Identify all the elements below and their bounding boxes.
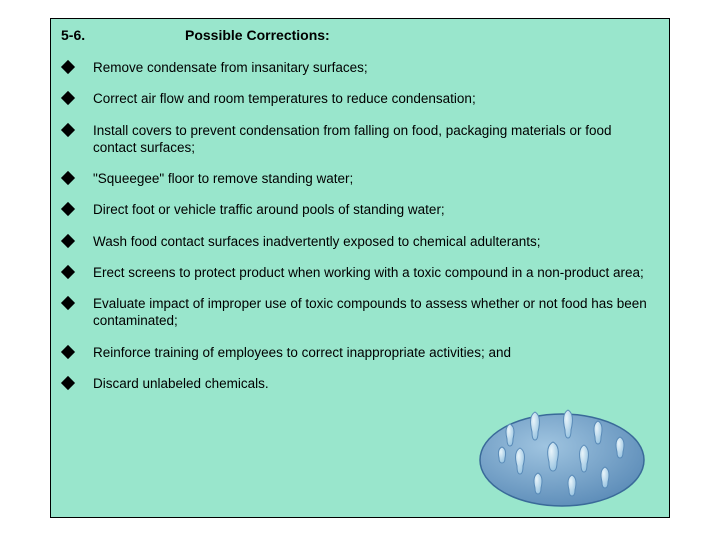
panel-title: Possible Corrections: bbox=[185, 27, 330, 43]
diamond-icon bbox=[61, 376, 75, 390]
item-text: Erect screens to protect product when wo… bbox=[93, 264, 653, 281]
diamond-icon bbox=[61, 60, 75, 74]
item-text: Correct air flow and room temperatures t… bbox=[93, 90, 653, 107]
item-text: Wash food contact surfaces inadvertently… bbox=[93, 233, 653, 250]
list-item: "Squeegee" floor to remove standing wate… bbox=[61, 170, 653, 187]
diamond-icon bbox=[61, 234, 75, 248]
item-text: Reinforce training of employees to corre… bbox=[93, 344, 653, 361]
item-text: Direct foot or vehicle traffic around po… bbox=[93, 201, 653, 218]
list-item: Discard unlabeled chemicals. bbox=[61, 375, 653, 392]
item-text: Remove condensate from insanitary surfac… bbox=[93, 59, 653, 76]
water-droplets-icon bbox=[477, 404, 647, 509]
item-text: Install covers to prevent condensation f… bbox=[93, 122, 653, 157]
diamond-icon bbox=[61, 345, 75, 359]
diamond-icon bbox=[61, 265, 75, 279]
diamond-icon bbox=[61, 202, 75, 216]
section-number: 5-6. bbox=[61, 27, 185, 43]
list-item: Install covers to prevent condensation f… bbox=[61, 122, 653, 157]
list-item: Wash food contact surfaces inadvertently… bbox=[61, 233, 653, 250]
list-item: Direct foot or vehicle traffic around po… bbox=[61, 201, 653, 218]
list-item: Remove condensate from insanitary surfac… bbox=[61, 59, 653, 76]
header-row: 5-6. Possible Corrections: bbox=[61, 27, 653, 43]
item-text: Discard unlabeled chemicals. bbox=[93, 375, 653, 392]
list-item: Evaluate impact of improper use of toxic… bbox=[61, 295, 653, 330]
list-item: Reinforce training of employees to corre… bbox=[61, 344, 653, 361]
diamond-icon bbox=[61, 122, 75, 136]
diamond-icon bbox=[61, 91, 75, 105]
list-item: Erect screens to protect product when wo… bbox=[61, 264, 653, 281]
diamond-icon bbox=[61, 171, 75, 185]
list-item: Correct air flow and room temperatures t… bbox=[61, 90, 653, 107]
item-text: "Squeegee" floor to remove standing wate… bbox=[93, 170, 653, 187]
item-text: Evaluate impact of improper use of toxic… bbox=[93, 295, 653, 330]
content-panel: 5-6. Possible Corrections: Remove conden… bbox=[50, 18, 670, 518]
diamond-icon bbox=[61, 296, 75, 310]
bullet-list: Remove condensate from insanitary surfac… bbox=[61, 59, 653, 392]
